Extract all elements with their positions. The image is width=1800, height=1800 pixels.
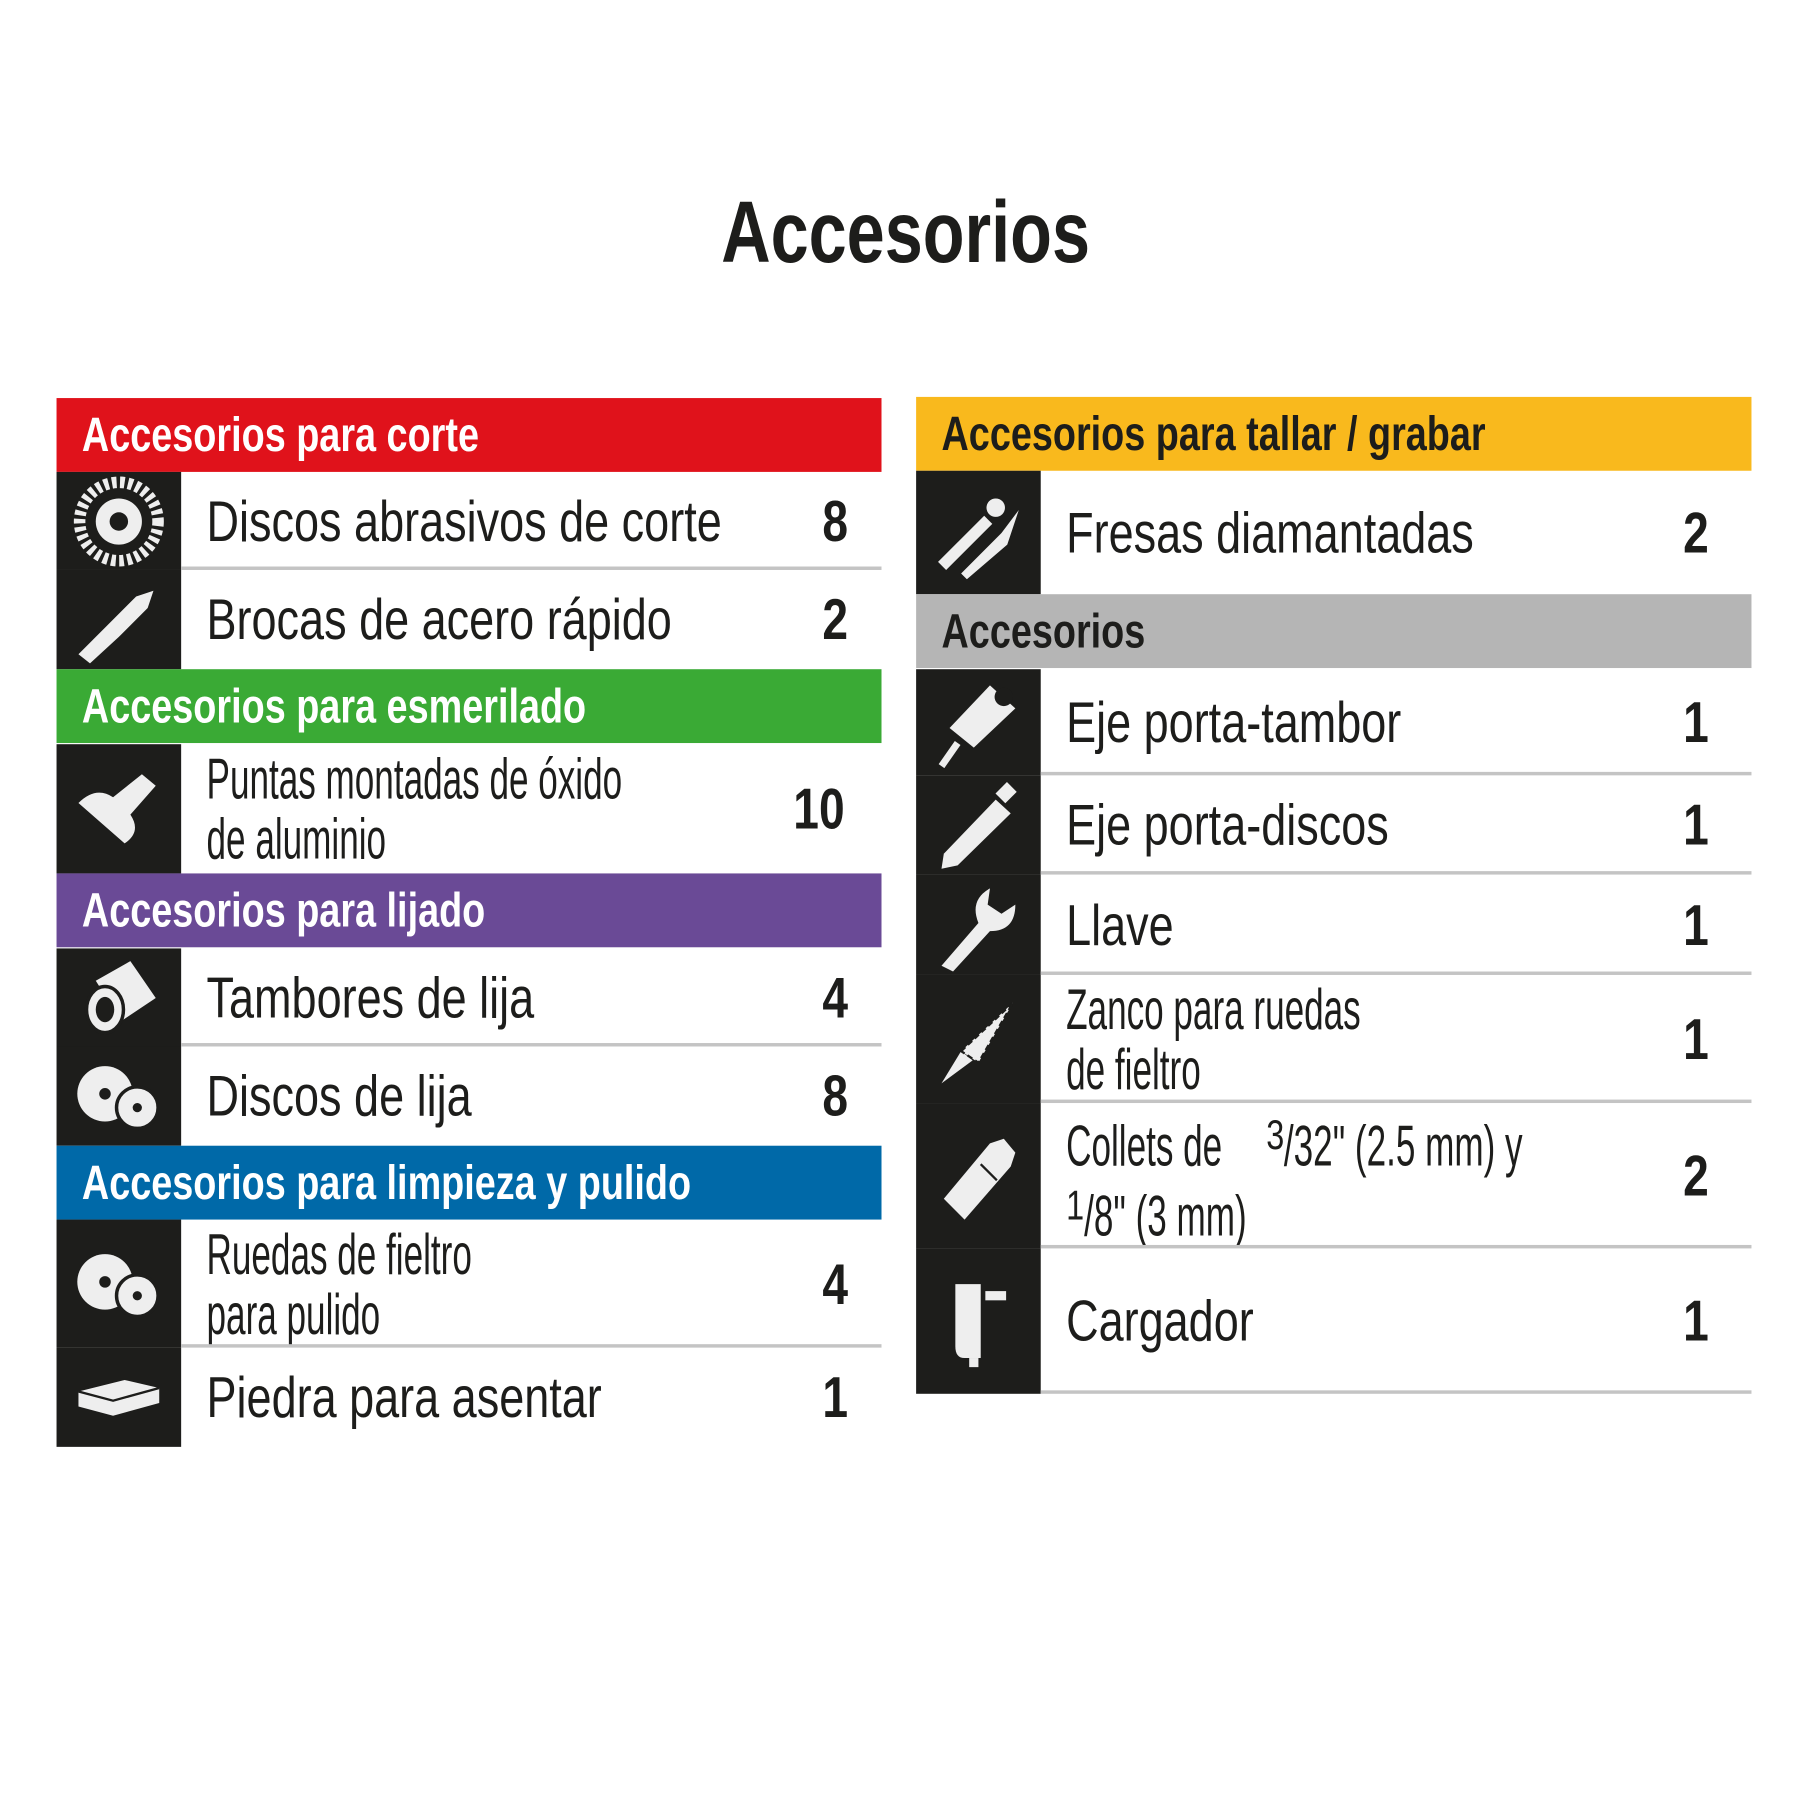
header-lijado: Accesorios para lijado — [56, 873, 882, 948]
list-item: Zanco para ruedas de fieltro 1 — [916, 974, 1752, 1104]
list-item: Piedra para asentar 1 — [56, 1347, 882, 1447]
diamond-bit-icon — [916, 470, 1041, 595]
right-table: Accesorios para tallar / grabar Fresas d… — [916, 396, 1752, 1396]
collet-icon — [916, 1103, 1041, 1249]
list-item: Eje porta-tambor 1 — [916, 669, 1752, 776]
list-item: Tambores de lija 4 — [56, 948, 882, 1047]
sanding-drum-icon — [56, 948, 182, 1047]
list-item: Discos abrasivos de corte 8 — [56, 471, 882, 570]
cutting-disc-icon — [56, 471, 182, 570]
felt-shank-icon — [916, 974, 1041, 1104]
drill-bit-icon — [56, 569, 182, 670]
sharpening-stone-icon — [56, 1347, 182, 1447]
sanding-disc-icon — [56, 1046, 182, 1146]
list-item: Collets de 3/32" (2.5 mm) y 1/8" (3 mm) 2 — [916, 1103, 1752, 1249]
list-item: Ruedas de fieltro para pulido 4 — [56, 1219, 882, 1348]
header-corte: Accesorios para corte — [56, 398, 882, 472]
mounted-point-icon — [56, 744, 182, 874]
list-item: Llave 1 — [916, 874, 1752, 975]
header-tallar: Accesorios para tallar / grabar — [916, 396, 1752, 471]
left-table: Accesorios para corte Discos abrasivos d… — [56, 398, 882, 1448]
wrench-icon — [916, 874, 1041, 975]
header-accesorios: Accesorios — [916, 594, 1752, 669]
charger-icon — [916, 1248, 1041, 1394]
list-item: Cargador 1 — [916, 1248, 1752, 1394]
list-item: Eje porta-discos 1 — [916, 775, 1752, 875]
list-item: Discos de lija 8 — [56, 1046, 882, 1146]
list-item: Brocas de acero rápido 2 — [56, 569, 882, 670]
page-title: Accesorios — [721, 183, 1091, 282]
list-item: Fresas diamantadas 2 — [916, 470, 1751, 595]
header-limpieza: Accesorios para limpieza y pulido — [56, 1145, 882, 1220]
list-item: Puntas montadas de óxido de aluminio 10 — [56, 744, 882, 874]
disc-mandrel-icon — [916, 775, 1041, 875]
felt-wheel-icon — [56, 1219, 182, 1348]
header-esmerilado: Accesorios para esmerilado — [56, 669, 882, 744]
drum-mandrel-icon — [916, 669, 1041, 776]
